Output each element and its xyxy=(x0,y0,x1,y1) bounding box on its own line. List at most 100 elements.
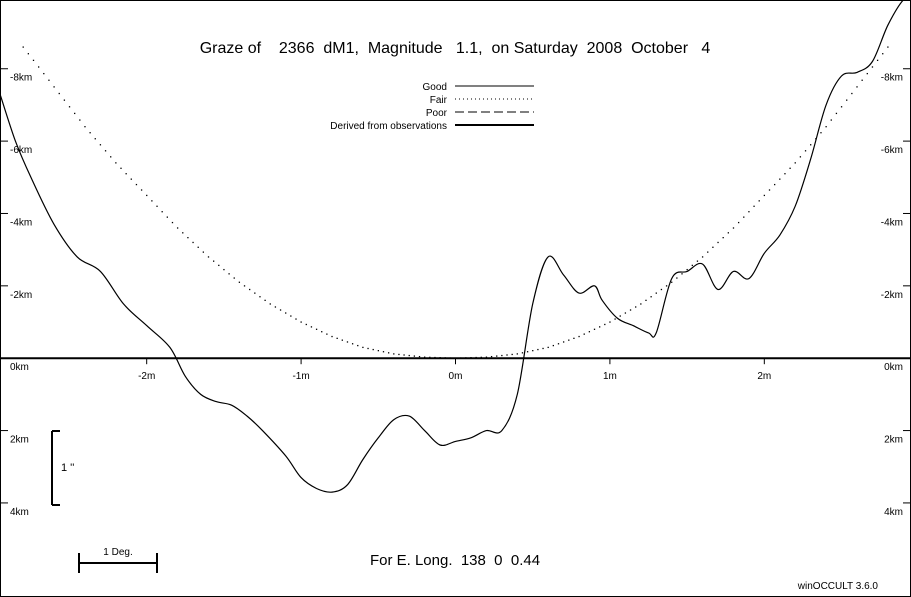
data-point xyxy=(840,106,843,108)
data-point xyxy=(804,150,807,152)
data-point xyxy=(691,264,693,267)
data-point xyxy=(104,150,107,152)
data-point xyxy=(187,236,189,239)
data-point xyxy=(115,162,117,164)
data-point xyxy=(835,112,838,115)
data-point xyxy=(712,246,714,248)
legend-label: Poor xyxy=(426,108,448,119)
data-point xyxy=(562,341,565,343)
data-point xyxy=(758,200,760,202)
data-point xyxy=(346,341,349,343)
data-point xyxy=(151,200,153,202)
data-point xyxy=(202,251,205,253)
data-point xyxy=(588,331,591,333)
data-point xyxy=(22,46,24,48)
data-point xyxy=(264,299,266,302)
data-point xyxy=(578,335,580,338)
lunar-limb-profile-line xyxy=(0,0,911,493)
data-point xyxy=(249,288,251,291)
data-point xyxy=(290,315,292,317)
data-point xyxy=(238,281,241,283)
data-point xyxy=(367,347,369,350)
legend-label: Derived from observations xyxy=(330,121,447,132)
data-point xyxy=(176,227,179,229)
data-point xyxy=(336,337,338,339)
data-point xyxy=(573,337,575,339)
data-point xyxy=(532,350,534,352)
data-point xyxy=(166,216,168,218)
data-point xyxy=(424,356,426,358)
data-point xyxy=(161,211,163,213)
data-point xyxy=(552,344,554,347)
data-point xyxy=(444,357,446,359)
data-point xyxy=(259,296,261,298)
data-point xyxy=(393,353,395,355)
data-point xyxy=(48,79,50,81)
data-point xyxy=(660,288,663,291)
data-point xyxy=(212,260,215,262)
data-point xyxy=(737,221,740,224)
data-point xyxy=(583,333,585,335)
data-point xyxy=(779,178,781,180)
data-point xyxy=(357,344,359,347)
time-scale-bar: 1 '' xyxy=(51,430,74,506)
data-point xyxy=(619,315,621,317)
data-point xyxy=(398,353,400,356)
data-point xyxy=(429,356,431,358)
data-point xyxy=(295,318,297,320)
data-point xyxy=(38,66,40,68)
y-tick-label-right: -4km xyxy=(881,217,903,228)
data-point xyxy=(825,126,827,128)
data-point xyxy=(377,350,379,352)
y-tick-label-right: -2km xyxy=(881,290,903,301)
data-point xyxy=(609,321,611,323)
data-point xyxy=(285,312,287,314)
x-tick-label: 2m xyxy=(757,371,771,382)
data-point xyxy=(743,216,745,218)
data-point xyxy=(84,126,86,128)
data-point xyxy=(604,323,606,326)
data-point xyxy=(439,357,441,359)
series-layer xyxy=(0,0,911,493)
y-tick-label-left: 2km xyxy=(10,435,29,446)
data-point xyxy=(171,221,174,224)
data-point xyxy=(382,351,385,353)
data-point xyxy=(490,355,493,358)
data-point xyxy=(32,59,35,62)
data-point xyxy=(655,292,657,294)
chart-title: Graze of 2366 dM1, Magnitude 1.1, on Sat… xyxy=(200,40,711,57)
data-point xyxy=(279,309,282,311)
y-tick-label-left: -2km xyxy=(10,290,32,301)
data-point xyxy=(516,353,518,355)
data-point xyxy=(614,318,616,320)
data-point xyxy=(326,333,328,335)
data-point xyxy=(418,355,421,358)
data-point xyxy=(866,72,868,75)
data-point xyxy=(521,352,524,354)
data-point xyxy=(305,323,307,326)
data-point xyxy=(717,241,719,244)
data-point xyxy=(408,354,410,357)
data-point xyxy=(460,357,462,359)
data-point xyxy=(449,357,452,359)
data-point xyxy=(485,356,488,358)
data-point xyxy=(593,328,596,330)
data-point xyxy=(331,335,333,338)
data-point xyxy=(871,66,874,68)
data-point xyxy=(794,162,796,164)
data-point xyxy=(27,53,30,55)
data-point xyxy=(629,309,632,311)
data-point xyxy=(774,183,776,186)
data-point xyxy=(233,277,235,279)
data-point xyxy=(506,354,508,356)
y-tick-label-left: 0km xyxy=(10,362,29,373)
data-point xyxy=(43,72,45,75)
time-scale-label: 1 '' xyxy=(61,462,74,474)
legend-label: Fair xyxy=(430,95,448,106)
data-point xyxy=(99,144,102,146)
data-point xyxy=(665,285,668,287)
data-point xyxy=(58,92,60,95)
data-point xyxy=(624,312,627,314)
